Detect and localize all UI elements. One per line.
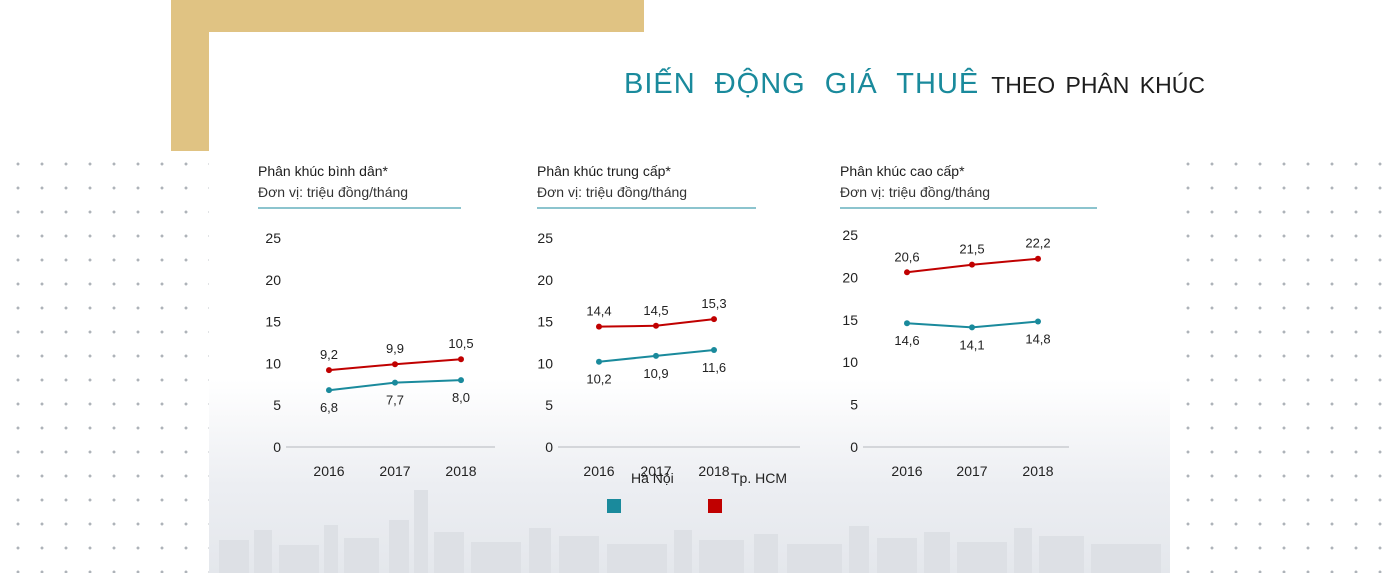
dot-pattern-left [0, 150, 209, 573]
y-tick-label: 20 [537, 272, 553, 288]
data-label: 10,5 [448, 336, 473, 351]
chart-title: Phân khúc trung cấp* [537, 163, 671, 179]
y-tick-label: 25 [265, 230, 281, 246]
y-tick-label: 25 [842, 227, 858, 243]
data-label: 6,8 [320, 400, 338, 415]
data-point [596, 358, 602, 365]
x-tick-label: 2017 [640, 463, 671, 479]
y-tick-label: 15 [842, 312, 858, 328]
x-tick-label: 2018 [445, 463, 476, 479]
data-label: 14,8 [1025, 331, 1050, 346]
data-point [904, 269, 910, 276]
chart-unit-label: Đơn vị: triệu đồng/tháng [840, 184, 990, 200]
gold-header-bar [171, 0, 644, 32]
chart-unit-label: Đơn vị: triệu đồng/tháng [537, 184, 687, 200]
data-label: 10,2 [586, 372, 611, 387]
data-point [711, 347, 717, 354]
y-tick-label: 5 [850, 397, 858, 413]
data-label: 11,6 [702, 360, 726, 375]
data-point [458, 356, 464, 363]
data-point [458, 377, 464, 384]
data-label: 22,2 [1025, 236, 1050, 251]
data-label: 10,9 [643, 366, 668, 381]
data-point [1035, 255, 1041, 262]
x-tick-label: 2016 [583, 463, 614, 479]
infographic-title: BIẾN ĐỘNG GIÁ THUÊ THEO PHÂN KHÚC [624, 68, 1205, 101]
dot-pattern-right [1170, 150, 1400, 573]
y-tick-label: 5 [273, 397, 281, 413]
data-label: 14,6 [894, 333, 919, 348]
data-point [392, 379, 398, 386]
data-label: 7,7 [386, 393, 404, 408]
y-tick-label: 10 [537, 355, 553, 371]
x-tick-label: 2018 [698, 463, 729, 479]
data-point [904, 320, 910, 327]
chart-title: Phân khúc cao cấp* [840, 163, 965, 179]
y-tick-label: 0 [545, 439, 553, 455]
y-tick-label: 25 [537, 230, 553, 246]
y-tick-label: 15 [265, 314, 281, 330]
data-point [392, 361, 398, 368]
data-label: 8,0 [452, 390, 470, 405]
data-label: 21,5 [959, 242, 984, 257]
x-tick-label: 2017 [379, 463, 410, 479]
data-label: 14,1 [959, 337, 984, 352]
data-point [326, 367, 332, 374]
y-tick-label: 15 [537, 314, 553, 330]
data-point [711, 316, 717, 323]
gold-accent-column [171, 32, 209, 151]
data-point [969, 261, 975, 268]
data-label: 14,5 [643, 303, 668, 318]
title-part-1: BIẾN ĐỘNG GIÁ THUÊ [624, 68, 980, 100]
y-tick-label: 10 [265, 355, 281, 371]
data-point [326, 387, 332, 394]
data-point [653, 352, 659, 359]
x-tick-label: 2018 [1022, 463, 1053, 479]
chart-title: Phân khúc bình dân* [258, 163, 389, 179]
legend-label-ha-noi: Hà Nội [631, 470, 674, 486]
data-label: 9,2 [320, 347, 338, 362]
data-point [653, 322, 659, 329]
data-point [969, 324, 975, 331]
data-point [596, 323, 602, 330]
data-label: 20,6 [894, 249, 919, 264]
data-label: 14,4 [586, 304, 611, 319]
y-tick-label: 0 [850, 439, 858, 455]
data-label: 9,9 [386, 341, 404, 356]
legend-swatch-tp-hcm [708, 499, 722, 513]
x-tick-label: 2016 [313, 463, 344, 479]
data-point [1035, 318, 1041, 325]
city-skyline-decoration [219, 490, 1161, 573]
y-tick-label: 10 [842, 354, 858, 370]
x-tick-label: 2017 [956, 463, 987, 479]
title-part-2: THEO PHÂN KHÚC [991, 72, 1205, 98]
data-label: 15,3 [701, 296, 726, 311]
y-tick-label: 5 [545, 397, 553, 413]
legend-swatch-ha-noi [607, 499, 621, 513]
x-tick-label: 2016 [891, 463, 922, 479]
y-tick-label: 0 [273, 439, 281, 455]
y-tick-label: 20 [265, 272, 281, 288]
legend-label-tp-hcm: Tp. HCM [731, 470, 787, 486]
chart-unit-label: Đơn vị: triệu đồng/tháng [258, 184, 408, 200]
y-tick-label: 20 [842, 269, 858, 285]
